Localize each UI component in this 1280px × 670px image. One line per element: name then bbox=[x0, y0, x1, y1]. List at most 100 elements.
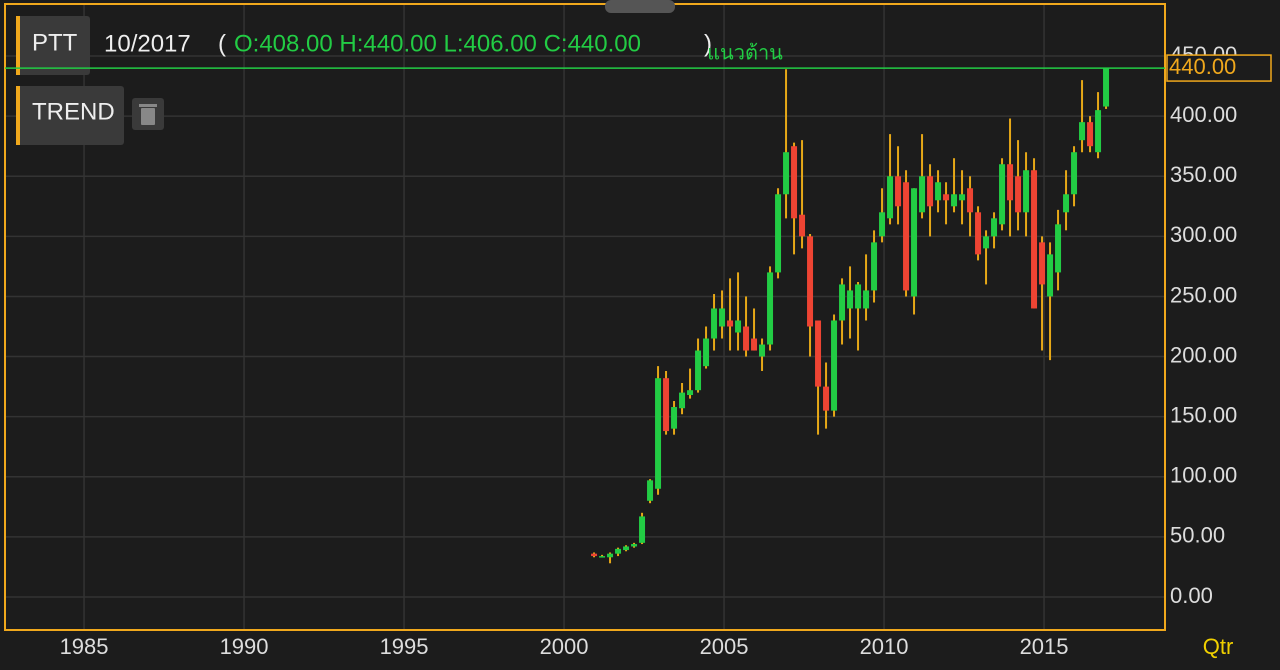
candle-body bbox=[839, 284, 846, 321]
symbol-stripe bbox=[16, 16, 20, 75]
candle-body bbox=[759, 344, 766, 357]
candle-body bbox=[935, 182, 942, 201]
y-tick-label: 100.00 bbox=[1170, 463, 1237, 488]
x-tick-label: 1985 bbox=[60, 634, 109, 659]
candle-body bbox=[735, 320, 742, 333]
candle-body bbox=[783, 152, 790, 195]
symbol-button[interactable]: PTT bbox=[16, 16, 90, 75]
candle-body bbox=[807, 236, 814, 327]
drag-handle[interactable] bbox=[605, 0, 675, 13]
symbol-box bbox=[16, 16, 90, 75]
x-tick-label: 1995 bbox=[380, 634, 429, 659]
resistance-label: แนวต้าน bbox=[707, 42, 783, 64]
candle-body bbox=[727, 320, 734, 327]
candle-body bbox=[799, 214, 806, 237]
indicator-button[interactable]: TREND bbox=[16, 86, 124, 145]
candle-body bbox=[1071, 152, 1078, 195]
candle-body bbox=[695, 350, 702, 391]
candle-body bbox=[671, 407, 678, 429]
candle-body bbox=[743, 326, 750, 351]
candle-body bbox=[703, 338, 710, 367]
y-tick-label: 400.00 bbox=[1170, 102, 1237, 127]
y-tick-label: 150.00 bbox=[1170, 402, 1237, 427]
candle-body bbox=[951, 194, 958, 207]
candle-body bbox=[1063, 194, 1070, 213]
candle-body bbox=[855, 284, 862, 309]
paren: ( bbox=[218, 30, 226, 57]
candle-body bbox=[1015, 176, 1022, 213]
candle-body bbox=[863, 290, 870, 309]
paren: ) bbox=[704, 30, 712, 57]
candle-body bbox=[1007, 164, 1014, 201]
candle-body bbox=[887, 176, 894, 219]
candle-body bbox=[879, 212, 886, 237]
candle-body bbox=[1039, 242, 1046, 285]
candle-body bbox=[919, 176, 926, 213]
candle-body bbox=[767, 272, 774, 345]
trash-icon bbox=[141, 108, 155, 125]
plot-frame bbox=[4, 3, 1166, 631]
candle-body bbox=[623, 546, 630, 551]
candle-body bbox=[599, 556, 606, 558]
candle-body bbox=[871, 242, 878, 291]
candle-body bbox=[775, 194, 782, 273]
x-tick-label: 2010 bbox=[860, 634, 909, 659]
indicator-stripe bbox=[16, 86, 20, 145]
candles bbox=[591, 68, 1110, 564]
candle-body bbox=[1103, 68, 1110, 107]
candle-body bbox=[911, 188, 918, 297]
candle-body bbox=[823, 386, 830, 411]
candle-body bbox=[815, 320, 822, 387]
candle-body bbox=[791, 146, 798, 219]
candle-body bbox=[615, 548, 622, 554]
trash-lid bbox=[139, 104, 157, 107]
candle-body bbox=[647, 480, 654, 501]
candle-body bbox=[967, 188, 974, 213]
delete-button[interactable] bbox=[132, 98, 164, 130]
x-tick-label: 2005 bbox=[700, 634, 749, 659]
candle-body bbox=[991, 218, 998, 237]
y-tick-label: 200.00 bbox=[1170, 342, 1237, 367]
grid bbox=[5, 4, 1165, 630]
candle-body bbox=[959, 194, 966, 201]
y-tick-label: 350.00 bbox=[1170, 162, 1237, 187]
candle-body bbox=[1055, 224, 1062, 273]
y-tick-label: 250.00 bbox=[1170, 282, 1237, 307]
candle-body bbox=[943, 194, 950, 201]
candle-body bbox=[679, 392, 686, 409]
candle-body bbox=[1023, 170, 1030, 213]
candle-body bbox=[719, 308, 726, 327]
candle-body bbox=[903, 182, 910, 291]
candle-body bbox=[751, 338, 758, 351]
candle-body bbox=[927, 176, 934, 207]
ohlc-values: O:408.00 H:440.00 L:406.00 C:440.00 bbox=[234, 30, 641, 57]
candle-body bbox=[1079, 122, 1086, 141]
candle-body bbox=[655, 378, 662, 489]
candle-body bbox=[1087, 122, 1094, 147]
candle-body bbox=[831, 320, 838, 411]
candle-body bbox=[983, 236, 990, 249]
candle-body bbox=[1047, 254, 1054, 297]
indicator-box bbox=[16, 86, 124, 145]
candle-body bbox=[999, 164, 1006, 225]
x-tick-label: 2015 bbox=[1020, 634, 1069, 659]
candle-body bbox=[663, 378, 670, 432]
candle-body bbox=[591, 553, 598, 557]
candle-body bbox=[639, 516, 646, 543]
candle-body bbox=[975, 212, 982, 255]
y-tick-label: 50.00 bbox=[1170, 523, 1225, 548]
y-tick-label: 0.00 bbox=[1170, 583, 1213, 608]
candle-body bbox=[631, 544, 638, 547]
candle-body bbox=[1031, 170, 1038, 309]
x-tick-label: 2000 bbox=[540, 634, 589, 659]
y-tick-label: 300.00 bbox=[1170, 222, 1237, 247]
candle-body bbox=[687, 390, 694, 396]
interval-label[interactable]: Qtr bbox=[1203, 634, 1234, 659]
candle-body bbox=[895, 176, 902, 207]
candle-body bbox=[847, 290, 854, 309]
symbol: PTT bbox=[32, 29, 78, 56]
x-tick-label: 1990 bbox=[220, 634, 269, 659]
